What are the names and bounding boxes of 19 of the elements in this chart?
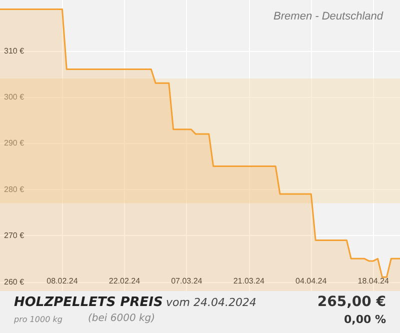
y-tick-label: 290 € xyxy=(4,138,25,148)
x-tick-label: 04.04.24 xyxy=(296,276,328,286)
y-tick-label: 270 € xyxy=(4,231,25,240)
text: 0,00 % xyxy=(344,313,386,326)
x-tick-label: 18.04.24 xyxy=(358,276,390,286)
y-tick-label: 310 € xyxy=(4,46,25,56)
x-tick-label: 08.02.24 xyxy=(46,276,78,286)
text: vom 24.04.2024 xyxy=(166,296,256,309)
text: HOLZPELLETS PREIS xyxy=(14,295,163,310)
y-tick-label: 260 € xyxy=(4,277,25,286)
x-tick-label: 22.02.24 xyxy=(108,276,141,286)
y-tick-label: 280 € xyxy=(4,184,25,194)
x-tick-label: 21.03.24 xyxy=(233,276,266,286)
text: (bei 6000 kg) xyxy=(88,313,156,324)
text: Bremen - Deutschland xyxy=(274,10,384,22)
text: 265,00 € xyxy=(317,294,386,310)
y-tick-label: 300 € xyxy=(4,92,25,102)
text: pro 1000 kg xyxy=(14,315,62,324)
x-tick-label: 07.03.24 xyxy=(171,276,203,286)
